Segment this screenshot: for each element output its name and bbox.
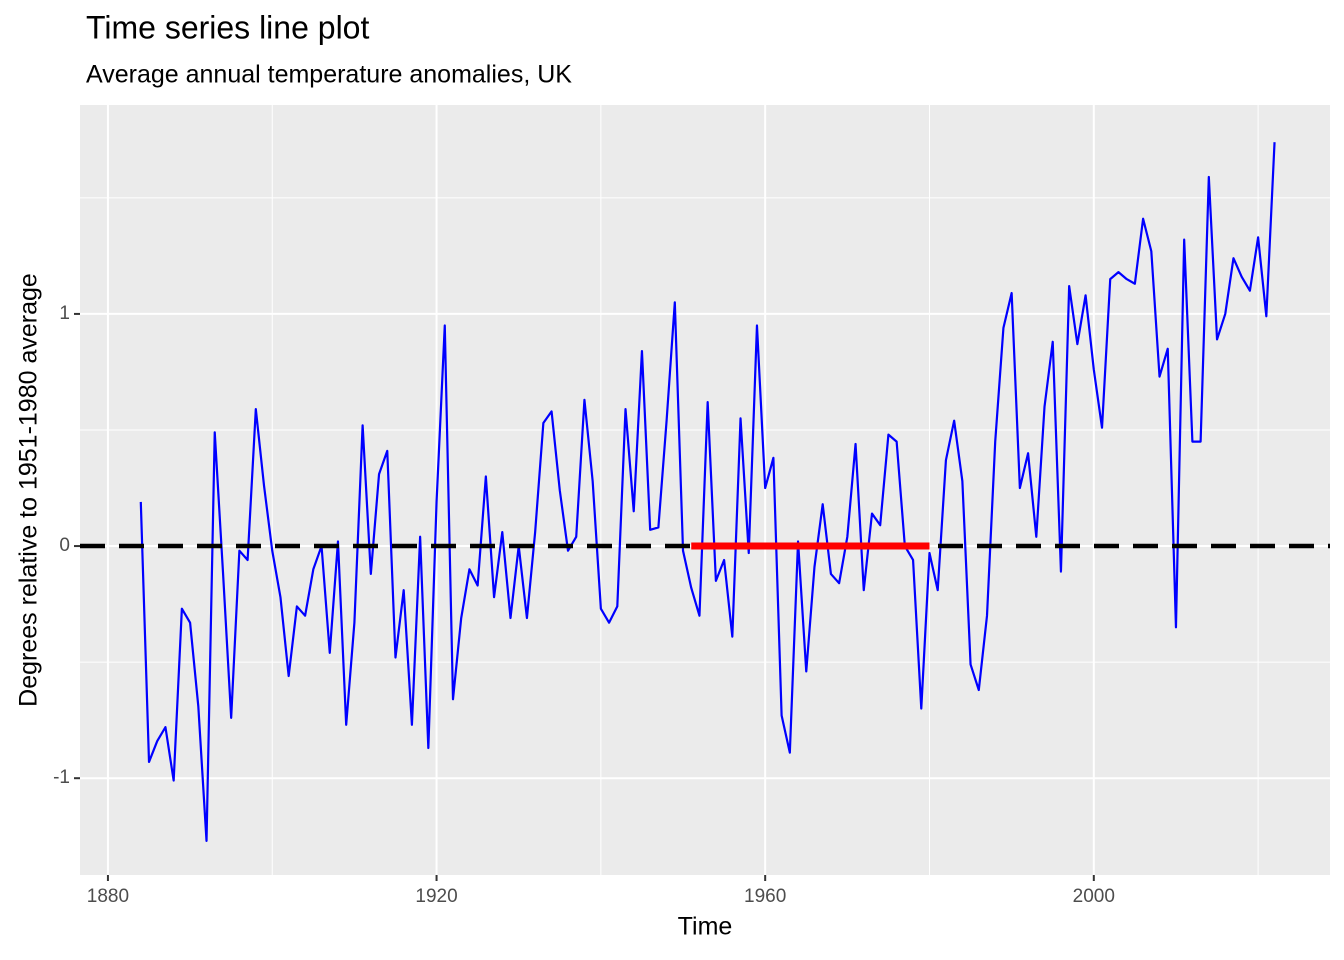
y-tick-label: 1	[59, 303, 70, 324]
y-tick-label: 0	[59, 535, 70, 556]
x-tick-label: 1960	[744, 886, 786, 907]
x-tick-label: 2000	[1073, 886, 1115, 907]
chart-subtitle: Average annual temperature anomalies, UK	[86, 61, 572, 89]
data-line	[139, 142, 1276, 842]
y-tick-label: -1	[53, 767, 70, 788]
x-axis-title: Time	[678, 913, 733, 941]
x-tick-label: 1920	[415, 886, 457, 907]
chart-title: Time series line plot	[86, 9, 369, 45]
y-axis-title: Degrees relative to 1951-1980 average	[15, 273, 43, 707]
x-tick-label: 1880	[87, 886, 129, 907]
